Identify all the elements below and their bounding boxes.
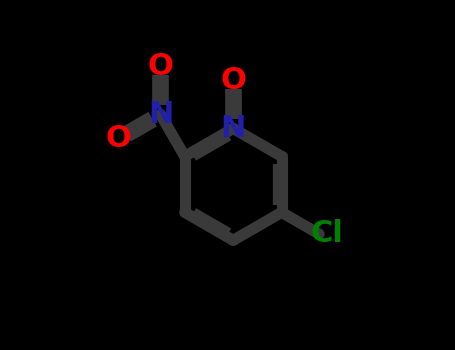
Text: O: O [220,66,246,94]
Text: Cl: Cl [310,219,343,248]
Text: N: N [221,114,246,143]
Text: O: O [106,124,131,153]
Text: O: O [148,52,173,81]
Text: N: N [148,100,173,129]
